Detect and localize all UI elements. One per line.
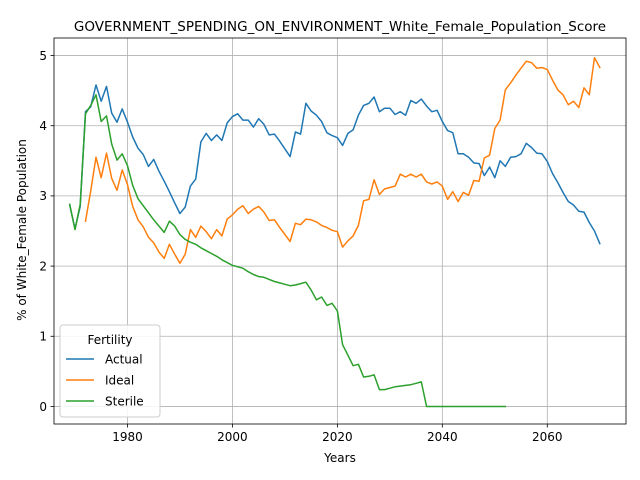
y-tick-label: 0 xyxy=(39,400,47,414)
plot-frame xyxy=(53,37,627,425)
x-tick-label: 1980 xyxy=(112,430,143,444)
y-tick-label: 3 xyxy=(39,189,47,203)
y-axis-label: % of White_Female Population xyxy=(15,139,29,321)
legend: Fertility Actual Ideal Sterile xyxy=(59,324,161,418)
y-tick-label: 4 xyxy=(39,119,47,133)
series-lines xyxy=(68,56,601,408)
series-line-sterile xyxy=(68,94,507,408)
x-axis-label: Years xyxy=(323,451,356,465)
axis-ticks: 1980 2000 2020 2040 2060 0 1 2 3 4 5 xyxy=(39,49,562,444)
legend-label-actual: Actual xyxy=(105,352,143,366)
legend-box xyxy=(59,324,161,418)
legend-label-ideal: Ideal xyxy=(105,373,134,387)
x-tick-label: 2040 xyxy=(427,430,458,444)
series-line-ideal xyxy=(84,56,601,265)
legend-label-sterile: Sterile xyxy=(105,394,144,408)
x-tick-label: 2000 xyxy=(217,430,248,444)
y-tick-label: 2 xyxy=(39,259,47,273)
y-tick-label: 1 xyxy=(39,330,47,344)
series-line-actual xyxy=(68,84,601,245)
legend-title: Fertility xyxy=(87,333,132,347)
y-tick-label: 5 xyxy=(39,49,47,63)
x-tick-label: 2060 xyxy=(532,430,563,444)
chart-title: GOVERNMENT_SPENDING_ON_ENVIRONMENT_White… xyxy=(74,19,606,35)
x-tick-label: 2020 xyxy=(322,430,353,444)
